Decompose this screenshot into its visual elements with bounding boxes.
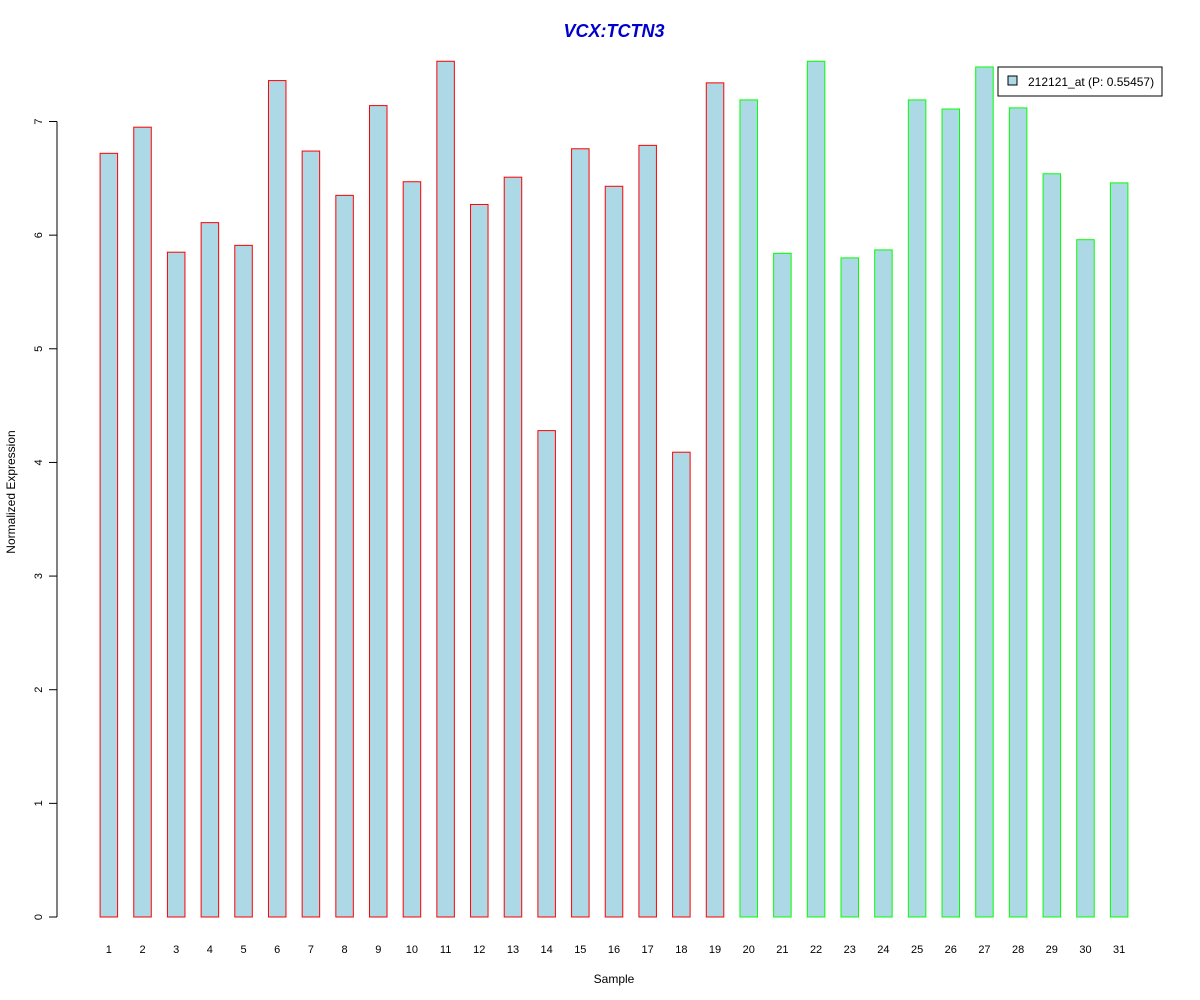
x-tick-label: 21	[776, 944, 788, 956]
bar-sample-23	[840, 257, 859, 918]
bar-sample-13	[503, 176, 523, 918]
bar-sample-17	[638, 144, 657, 918]
legend-box	[997, 66, 1163, 97]
chart-title: VCX:TCTN3	[563, 21, 664, 41]
y-tick-label: 6	[33, 232, 45, 238]
x-tick-label: 7	[308, 944, 314, 956]
bar-sample-25	[907, 99, 927, 918]
x-tick-label: 1	[106, 944, 112, 956]
bar-sample-18	[672, 451, 691, 918]
bar-sample-26	[941, 108, 961, 918]
legend: 212121_at (P: 0.55457)	[997, 66, 1163, 97]
x-tick-label: 25	[911, 944, 923, 956]
legend-label: 212121_at (P: 0.55457)	[1028, 75, 1154, 89]
x-tick-label: 27	[978, 944, 990, 956]
x-tick-label: 8	[342, 944, 348, 956]
x-tick-label: 23	[844, 944, 856, 956]
bar-sample-11	[436, 60, 455, 918]
x-tick-label: 30	[1079, 944, 1091, 956]
x-tick-label: 26	[945, 944, 957, 956]
bar-sample-9	[369, 105, 388, 918]
bar-sample-7	[301, 150, 321, 918]
x-tick-label: 17	[642, 944, 654, 956]
bar-sample-30	[1076, 239, 1095, 918]
x-tick-label: 16	[608, 944, 620, 956]
x-tick-label: 31	[1113, 944, 1125, 956]
y-tick-label: 3	[33, 573, 45, 579]
x-tick-label: 9	[375, 944, 381, 956]
x-tick-label: 10	[406, 944, 418, 956]
bar-sample-22	[806, 60, 826, 918]
y-tick-label: 5	[33, 346, 45, 352]
y-tick-label: 2	[33, 687, 45, 693]
bar-sample-12	[470, 203, 489, 918]
bar-sample-19	[705, 82, 725, 918]
bar-sample-8	[335, 194, 354, 918]
x-tick-label: 13	[507, 944, 519, 956]
bar-sample-21	[773, 252, 792, 918]
x-tick-label: 20	[743, 944, 755, 956]
x-tick-label: 4	[207, 944, 213, 956]
x-tick-label: 24	[877, 944, 889, 956]
x-tick-label: 11	[440, 944, 451, 956]
bar-sample-28	[1008, 107, 1028, 918]
legend-swatch	[1007, 75, 1018, 86]
x-tick-label: 18	[675, 944, 687, 956]
bars-group	[99, 60, 1129, 918]
x-tick-label: 15	[574, 944, 586, 956]
x-tick-label: 12	[473, 944, 485, 956]
x-tick-label: 28	[1012, 944, 1024, 956]
bar-sample-5	[234, 244, 253, 918]
bar-sample-3	[166, 251, 186, 918]
bar-sample-2	[133, 126, 152, 918]
y-tick-label: 4	[33, 459, 45, 465]
bar-sample-24	[874, 249, 893, 918]
x-tick-label: 29	[1046, 944, 1058, 956]
x-tick-label: 5	[240, 944, 246, 956]
bar-sample-15	[571, 148, 590, 918]
y-tick-label: 1	[33, 800, 45, 806]
x-tick-labels: 1 2 3 4 5 6 7 8 9 10 11 12 13 14 15 16 17 18 19 20 21 22 23 24 2…	[106, 944, 1126, 956]
bar-sample-4	[200, 222, 220, 918]
bar-sample-29	[1042, 173, 1062, 918]
bar-sample-1	[99, 152, 119, 918]
bar-sample-6	[267, 80, 287, 918]
bar-sample-16	[604, 185, 624, 918]
bar-sample-10	[402, 181, 422, 918]
x-tick-label: 14	[541, 944, 553, 956]
x-tick-label: 19	[709, 944, 721, 956]
bar-sample-31	[1109, 182, 1129, 918]
x-tick-label: 22	[810, 944, 822, 956]
x-tick-label: 3	[173, 944, 179, 956]
bar-sample-27	[975, 66, 994, 918]
bar-sample-14	[537, 430, 556, 918]
y-tick-label: 7	[33, 118, 45, 124]
y-tick-label: 0	[33, 914, 45, 920]
x-tick-label: 2	[139, 944, 145, 956]
x-axis-label: Sample	[594, 972, 635, 986]
x-tick-label: 6	[274, 944, 280, 956]
bar-sample-20	[739, 99, 758, 918]
y-axis-label: Normalized Expression	[4, 430, 18, 553]
y-axis: 0 1 2 3 4 5 6 7	[33, 118, 58, 920]
